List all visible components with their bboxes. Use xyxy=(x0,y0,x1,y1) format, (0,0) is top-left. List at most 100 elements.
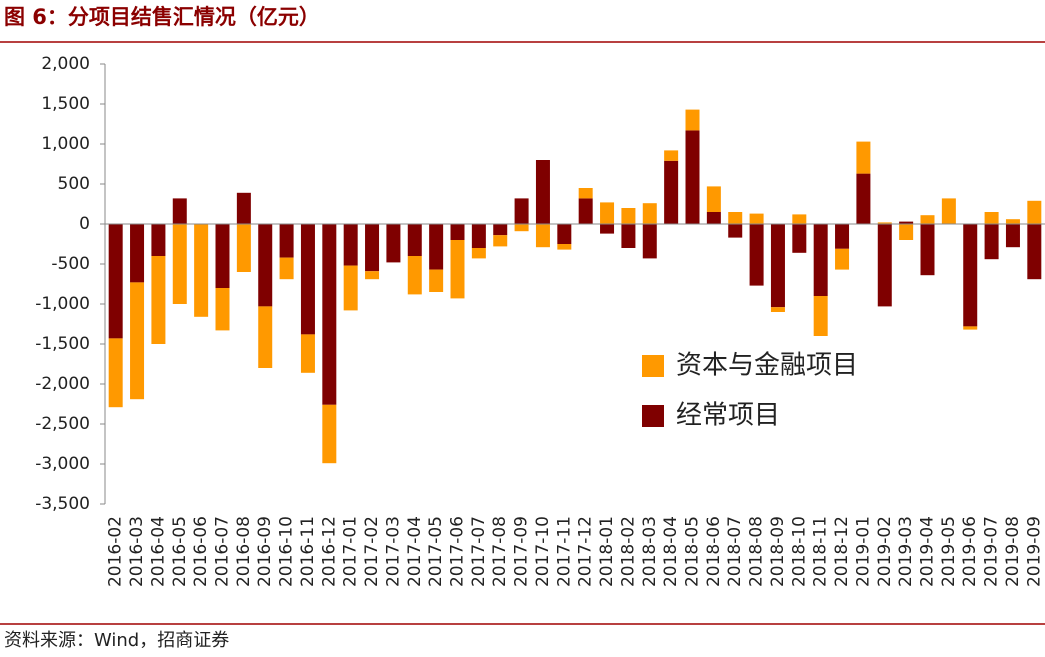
bar xyxy=(557,244,572,250)
x-tick-label: 2019-07 xyxy=(982,516,1002,587)
y-tick-label: 1,000 xyxy=(41,134,90,154)
bar xyxy=(963,224,978,327)
bar xyxy=(792,224,807,253)
legend-label: 资本与金融项目 xyxy=(676,351,858,381)
bar xyxy=(279,257,294,280)
y-tick-label: -1,500 xyxy=(35,334,90,354)
bar xyxy=(856,141,871,174)
bar xyxy=(236,192,251,224)
bar xyxy=(1027,200,1042,224)
y-tick-label: 1,500 xyxy=(41,94,90,114)
bar xyxy=(877,222,892,224)
bar xyxy=(1005,219,1020,224)
bar xyxy=(151,224,166,256)
bar xyxy=(621,224,636,248)
y-tick-label: -3,500 xyxy=(35,494,90,514)
bar xyxy=(514,198,529,224)
bar xyxy=(984,212,999,224)
bar xyxy=(1027,224,1042,280)
x-tick-label: 2017-12 xyxy=(576,516,596,587)
legend-swatch xyxy=(642,405,664,427)
bar xyxy=(941,198,956,224)
bar xyxy=(792,214,807,224)
x-tick-label: 2017-05 xyxy=(426,516,446,587)
bar xyxy=(130,282,145,400)
bar xyxy=(877,224,892,307)
source: 资料来源：Wind，招商证券 xyxy=(4,630,229,651)
bar xyxy=(258,306,273,368)
bar xyxy=(172,198,187,224)
x-tick-label: 2017-11 xyxy=(554,516,574,587)
chart-title: 图 6：分项目结售汇情况（亿元） xyxy=(4,5,320,29)
y-tick-label: -1,000 xyxy=(35,294,90,314)
x-tick-label: 2018-11 xyxy=(811,516,831,587)
x-tick-label: 2017-04 xyxy=(405,516,425,587)
x-tick-label: 2017-10 xyxy=(533,516,553,587)
bar xyxy=(920,215,935,224)
bar xyxy=(535,160,550,224)
x-tick-label: 2018-01 xyxy=(597,516,617,587)
bar xyxy=(749,213,764,224)
bar xyxy=(770,307,785,312)
x-tick-label: 2016-02 xyxy=(106,516,126,587)
bar xyxy=(621,208,636,224)
bar xyxy=(706,186,721,212)
bar xyxy=(963,326,978,330)
bar xyxy=(685,130,700,224)
bar xyxy=(856,173,871,224)
bar xyxy=(429,269,444,292)
y-tick-label: 2,000 xyxy=(41,54,90,74)
x-tick-label: 2019-02 xyxy=(875,516,895,587)
bar xyxy=(194,224,209,317)
bar xyxy=(386,224,401,263)
bar xyxy=(557,224,572,244)
x-tick-label: 2018-05 xyxy=(683,516,703,587)
bar xyxy=(429,224,444,270)
x-tick-label: 2018-06 xyxy=(704,516,724,587)
x-tick-label: 2018-04 xyxy=(661,516,681,587)
y-tick-label: -2,000 xyxy=(35,374,90,394)
bar xyxy=(493,235,508,247)
x-tick-label: 2019-04 xyxy=(918,516,938,587)
bar xyxy=(108,224,123,339)
bar xyxy=(899,221,914,224)
bar xyxy=(984,224,999,260)
x-tick-label: 2017-09 xyxy=(512,516,532,587)
x-tick-label: 2016-03 xyxy=(127,516,147,587)
bar xyxy=(215,288,230,331)
bar xyxy=(322,404,337,464)
x-tick-label: 2019-01 xyxy=(853,516,873,587)
bar xyxy=(322,224,337,405)
x-tick-label: 2018-08 xyxy=(747,516,767,587)
bar xyxy=(664,150,679,161)
legend-swatch xyxy=(642,355,664,377)
x-tick-label: 2017-06 xyxy=(448,516,468,587)
y-tick-label: -2,500 xyxy=(35,414,90,434)
x-tick-label: 2019-06 xyxy=(960,516,980,587)
x-tick-label: 2016-11 xyxy=(298,516,318,587)
bar xyxy=(578,188,593,199)
bar xyxy=(642,224,657,259)
bar xyxy=(471,248,486,259)
bar xyxy=(365,224,380,272)
bar xyxy=(407,224,422,256)
bar xyxy=(450,240,465,299)
bar xyxy=(493,224,508,236)
bar xyxy=(578,198,593,224)
x-tick-label: 2016-05 xyxy=(170,516,190,587)
x-tick-label: 2018-07 xyxy=(725,516,745,587)
legend-label: 经常项目 xyxy=(676,401,780,431)
y-tick-label: -3,000 xyxy=(35,454,90,474)
x-tick-label: 2019-03 xyxy=(896,516,916,587)
bar xyxy=(215,224,230,288)
bar xyxy=(600,224,615,234)
y-tick-label: -500 xyxy=(51,254,90,274)
x-tick-label: 2018-09 xyxy=(768,516,788,587)
x-tick-label: 2016-09 xyxy=(255,516,275,587)
bar xyxy=(300,334,315,373)
x-tick-label: 2019-05 xyxy=(939,516,959,587)
bar xyxy=(258,224,273,307)
x-tick-label: 2018-10 xyxy=(789,516,809,587)
x-tick-label: 2017-02 xyxy=(362,516,382,587)
